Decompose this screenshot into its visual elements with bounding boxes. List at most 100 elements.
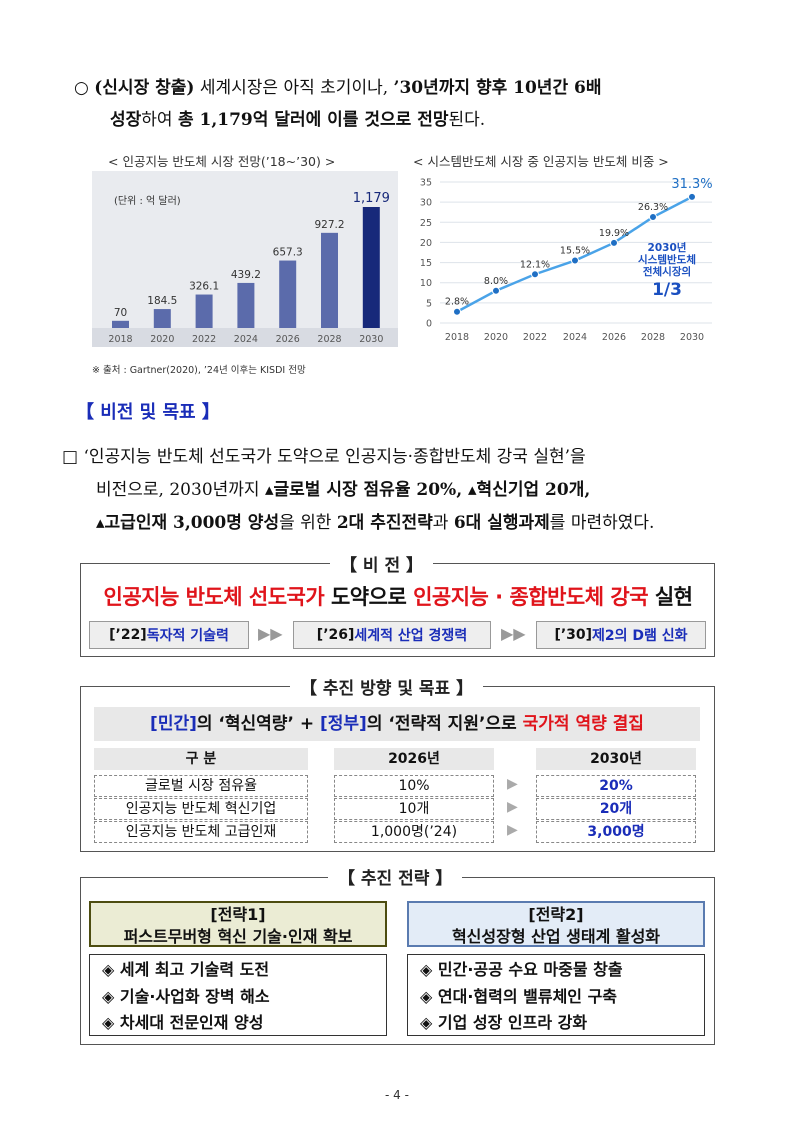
strategy2-header: [전략2] 혁신성장형 산업 생태계 활성화 (407, 901, 705, 947)
x-tick-label: 2020 (150, 334, 174, 345)
banner-highlight: 국가적 역량 결집 (522, 714, 644, 734)
bar (153, 309, 171, 328)
line-chart-title: < 시스템반도체 시장 중 인공지능 반도체 비중 > (413, 154, 669, 169)
x-tick-label: 2028 (317, 334, 341, 345)
data-label: 12.1% (520, 259, 550, 270)
data-label: 26.3% (638, 202, 668, 213)
data-point (453, 307, 461, 316)
vision-para-text: 을 위한 (279, 513, 337, 533)
table-cell-2030: 3,000명 (536, 821, 696, 843)
list-item: ◈ 기업 성장 인프라 강화 (420, 1013, 588, 1032)
table-cell-2026: 10개 (334, 798, 494, 820)
y-tick-label: 30 (420, 198, 432, 209)
line-grid: 35 30 25 20 15 10 5 0 2018 2020 2022 2024 2026 2028 20… (420, 178, 712, 343)
goals-banner: [민간]의 ‘혁신역량’ + [정부]의 ‘전략적 지원’으로 국가적 역량 결… (94, 707, 700, 741)
step-text: 독자적 기술력 (146, 628, 229, 644)
line-series: 2.8% 8.0% 12.1% 15.5% 19.9% 26.3%31.3% (445, 177, 713, 316)
table-cell-2026: 10% (334, 775, 494, 797)
arrow-icon: ▶ (507, 776, 518, 792)
table-row-label: 인공지능 반도체 고급인재 (94, 821, 308, 843)
y-tick-label: 0 (426, 319, 432, 330)
table-cell-2030: 20% (536, 775, 696, 797)
intro-text: 세계시장은 아직 초기이나, (194, 78, 394, 98)
bar-value-label: 1,179 (353, 191, 390, 206)
vision-box-title: 【 비 전 】 (330, 551, 434, 576)
y-tick-label: 35 (420, 178, 432, 189)
intro-paragraph: ○ (신시장 창출) 세계시장은 아직 초기이나, ’30년까지 향후 10년간… (74, 72, 734, 136)
vision-step: [’26] 세계적 산업 경쟁력 (293, 621, 491, 649)
data-point (649, 213, 657, 222)
bar-value-label: 927.2 (314, 219, 344, 231)
vision-step: [’30] 제2의 D램 신화 (536, 621, 706, 649)
banner-private: [민간] (150, 714, 197, 734)
data-label: 31.3% (671, 177, 712, 192)
vision-para-text: ‘인공지능 반도체 선도국가 도약으로 인공지능·종합반도체 강국 실현’을 (83, 447, 586, 467)
x-tick-label: 2024 (234, 334, 258, 345)
strategy1-list: ◈ 세계 최고 기술력 도전 ◈ 기술·사업화 장벽 해소 ◈ 차세대 전문인재… (89, 954, 387, 1036)
table-header: 구 분 (94, 748, 308, 770)
x-tick-label: 2030 (680, 332, 704, 343)
vision-slogan: 인공지능 반도체 선도국가 도약으로 인공지능 · 종합반도체 강국 실현 (80, 581, 716, 611)
strategy-name: 혁신성장형 산업 생태계 활성화 (451, 927, 661, 946)
strategy-name: 퍼스트무버형 혁신 기술·인재 확보 (123, 927, 353, 946)
annotation-line: 2030년 (648, 241, 687, 254)
x-tick-label: 2018 (445, 332, 469, 343)
x-tick-label: 2020 (484, 332, 508, 343)
list-item: ◈ 민간·공공 수요 마중물 창출 (420, 960, 623, 979)
step-year: [’30] (554, 627, 593, 643)
vision-para-bold: ▴고급인재 3,000명 양성 (96, 513, 280, 533)
y-tick-label: 20 (420, 238, 432, 249)
checkbox-bullet: □ (62, 447, 79, 467)
x-tick-label: 2022 (192, 334, 216, 345)
bar-chart: (단위 : 억 달러) 70 2018 184.5 2020 326.1 2022 439.… (92, 171, 398, 347)
vision-para-bold: 6대 실행과제 (453, 513, 550, 533)
banner-text: 의 ‘혁신역량’ + (196, 714, 320, 734)
data-point (531, 270, 539, 279)
banner-text: 의 ‘전략적 지원’으로 (366, 714, 523, 734)
table-row-label: 인공지능 반도체 혁신기업 (94, 798, 308, 820)
arrow-icon: ▶▶ (501, 624, 526, 643)
bar-value-label: 657.3 (273, 247, 303, 259)
banner-government: [정부] (320, 714, 367, 734)
intro-text: 하여 (141, 110, 178, 130)
list-item: ◈ 차세대 전문인재 양성 (102, 1013, 264, 1032)
annotation-fraction: 1/3 (652, 280, 682, 300)
bar (237, 282, 255, 328)
strategy2-list: ◈ 민간·공공 수요 마중물 창출 ◈ 연대·협력의 밸류체인 구축 ◈ 기업 … (407, 954, 705, 1036)
data-label: 2.8% (445, 297, 469, 308)
data-label: 15.5% (560, 246, 590, 257)
data-label: 8.0% (484, 276, 508, 287)
arrow-icon: ▶ (507, 822, 518, 838)
x-tick-label: 2022 (523, 332, 547, 343)
bar-value-label: 184.5 (147, 295, 177, 307)
strategy-tag: [전략2] (528, 905, 584, 924)
y-tick-label: 5 (426, 298, 432, 309)
vision-para-text: 를 마련하였다. (549, 513, 655, 533)
list-item: ◈ 세계 최고 기술력 도전 (102, 960, 270, 979)
y-tick-label: 10 (420, 278, 432, 289)
x-tick-label: 2024 (563, 332, 587, 343)
vision-para-text: 비전으로, 2030년까지 (96, 480, 265, 500)
slogan-red: 인공지능 반도체 선도국가 (103, 585, 325, 609)
y-tick-label: 15 (420, 258, 432, 269)
vision-paragraph: □ ‘인공지능 반도체 선도국가 도약으로 인공지능·종합반도체 강국 실현’을… (62, 441, 742, 540)
data-label: 19.9% (599, 228, 629, 239)
intro-text: 된다. (448, 110, 486, 130)
bar (112, 320, 129, 328)
bar-value-label: 439.2 (231, 269, 261, 281)
bar-value-label: 326.1 (189, 281, 219, 293)
bar (279, 260, 297, 328)
intro-bold: 총 1,179억 달러에 이를 것으로 전망 (177, 110, 449, 130)
arrow-icon: ▶▶ (258, 624, 283, 643)
slogan-black: 실현 (648, 585, 693, 609)
list-item: ◈ 연대·협력의 밸류체인 구축 (420, 986, 618, 1006)
vision-para-text: 과 (432, 513, 454, 533)
slogan-red: 인공지능 · 종합반도체 강국 (413, 585, 649, 609)
intro-bold: 성장 (110, 110, 142, 130)
intro-label: (신시장 창출) (94, 78, 195, 98)
bar (195, 294, 213, 328)
x-tick-label: 2028 (641, 332, 665, 343)
step-text: 세계적 산업 경쟁력 (354, 628, 468, 644)
bar-value-label: 70 (114, 307, 127, 319)
strategy1-header: [전략1] 퍼스트무버형 혁신 기술·인재 확보 (89, 901, 387, 947)
